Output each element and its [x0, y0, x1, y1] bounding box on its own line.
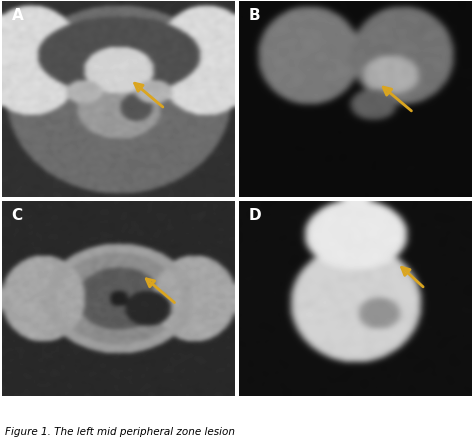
Text: B: B	[249, 8, 260, 23]
Text: D: D	[249, 207, 261, 222]
Text: Figure 1. The left mid peripheral zone lesion: Figure 1. The left mid peripheral zone l…	[5, 426, 235, 436]
Text: A: A	[12, 8, 23, 23]
Text: C: C	[12, 207, 23, 222]
